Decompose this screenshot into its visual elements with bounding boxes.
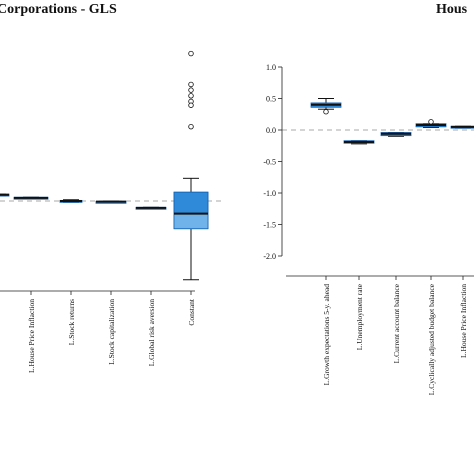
right-box-4: L.House Price Inflaction: [450, 125, 474, 358]
left-outlier: [188, 87, 194, 93]
right-outlier: [323, 109, 329, 115]
left-category-label: L.Stock capitalization: [107, 299, 116, 365]
right-box-2: L.Current account balance: [380, 132, 412, 363]
right-category-label: L.Current account balance: [392, 283, 401, 363]
left-outlier: [188, 50, 194, 57]
right-y-tick-label: -1.0: [263, 189, 276, 198]
right-category-label: L.House Price Inflaction: [459, 284, 468, 358]
right-plot-area: 1.0 0.5 0.0 -0.5 -1.0 -1.5 -2.0 L.Growth expect…: [263, 63, 474, 395]
left-outlier: [188, 102, 194, 108]
right-y-tick-label: -0.5: [263, 158, 276, 167]
left-outlier: [188, 81, 194, 88]
left-box-lower-half: [174, 213, 208, 229]
left-chart-title: Corporations - GLS: [0, 2, 117, 17]
right-box-3: L.Cyclically adjusted budget balance: [415, 119, 447, 395]
right-box-1: L.Unemployment rate: [343, 140, 375, 350]
left-category-label: Constant: [187, 298, 196, 326]
right-category-label: L.Cyclically adjusted budget balance: [427, 283, 436, 395]
right-y-tick-label: 1.0: [266, 63, 276, 72]
right-y-tick-label: -2.0: [263, 252, 276, 261]
left-category-label: L.Global risk aversion: [147, 299, 156, 367]
right-category-label: L.Growth expectations 5-y. ahead: [322, 284, 331, 386]
left-box-4: L.Global risk aversion: [135, 206, 167, 367]
left-plot-area: L.House Price Inflaction L.Stock returns L…: [0, 50, 222, 373]
right-category-label: L.Unemployment rate: [355, 283, 364, 350]
left-box-5: Constant: [173, 50, 209, 326]
right-y-tick-label: 0.0: [266, 126, 276, 135]
left-box-1: L.House Price Inflaction: [13, 196, 49, 373]
right-chart-title: Hous: [436, 2, 468, 17]
left-outlier: [188, 123, 194, 130]
left-category-label: L.House Price Inflaction: [27, 299, 36, 373]
left-box-2: L.Stock returns: [59, 199, 83, 345]
left-box-3: L.Stock capitalization: [95, 200, 127, 365]
left-box-outline: [173, 191, 209, 230]
left-box-0: [0, 193, 10, 197]
right-y-tick-label: 0.5: [266, 95, 276, 104]
right-outlier: [428, 119, 434, 125]
left-category-label: L.Stock returns: [67, 299, 76, 345]
right-box-0: L.Growth expectations 5-y. ahead: [310, 98, 342, 386]
right-y-tick-label: -1.5: [263, 221, 276, 230]
left-outlier: [188, 93, 194, 99]
